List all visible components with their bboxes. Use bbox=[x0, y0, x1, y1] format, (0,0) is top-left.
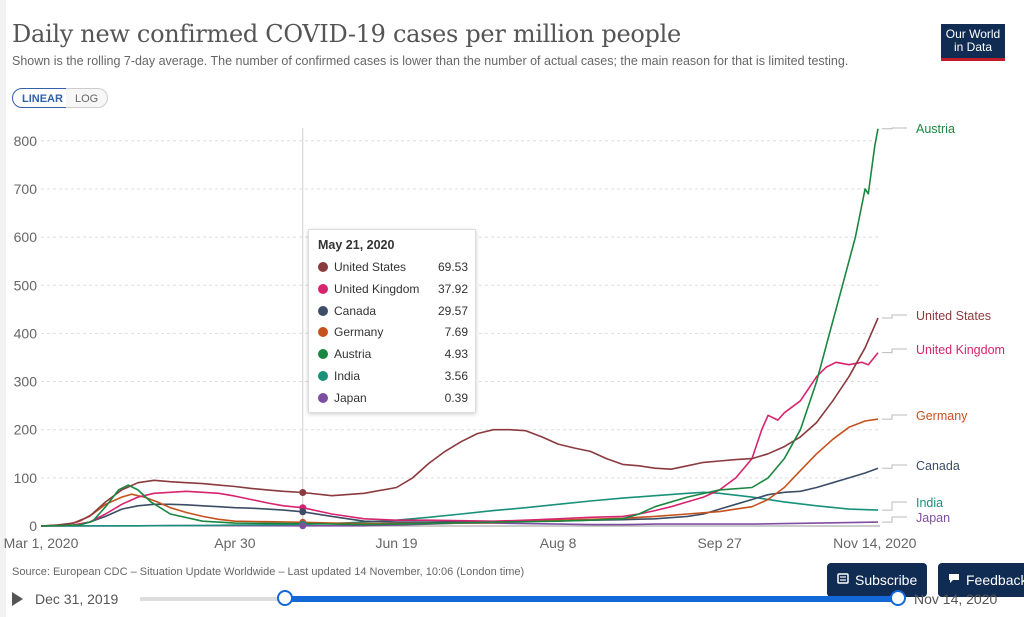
timeline-start-handle[interactable] bbox=[277, 590, 293, 606]
y-axis-tick-labels: 0 100 200 300 400 500 600 700 800 bbox=[14, 133, 38, 534]
tooltip-series-value: 4.93 bbox=[444, 347, 468, 362]
series-end-label: United Kingdom bbox=[916, 343, 1005, 357]
y-tick-label: 700 bbox=[14, 181, 38, 197]
our-world-in-data-logo[interactable]: Our World in Data bbox=[941, 24, 1005, 61]
log-scale-button[interactable]: LOG bbox=[66, 88, 109, 108]
grid-lines bbox=[41, 140, 880, 527]
hover-marker bbox=[299, 489, 307, 497]
series-line bbox=[40, 352, 879, 527]
series-line bbox=[40, 418, 879, 527]
timeline-selected-range[interactable] bbox=[284, 596, 898, 602]
label-connector bbox=[882, 414, 907, 420]
y-tick-label: 200 bbox=[14, 422, 38, 438]
series-end-label: Germany bbox=[916, 409, 968, 423]
tooltip-row: Canada 29.57 bbox=[318, 302, 468, 320]
series-end-label: United States bbox=[916, 309, 991, 323]
tooltip-series-name: United States bbox=[334, 260, 407, 274]
tooltip-series-value: 0.39 bbox=[444, 390, 468, 405]
timeline-end-date: Nov 14, 2020 bbox=[914, 591, 998, 607]
play-icon[interactable] bbox=[12, 592, 23, 606]
y-tick-label: 400 bbox=[14, 325, 38, 341]
tooltip-series-value: 69.53 bbox=[437, 260, 468, 274]
label-connector bbox=[882, 348, 907, 354]
label-connector bbox=[882, 127, 907, 130]
hover-tooltip: May 21, 2020 United States 69.53 United Ki… bbox=[308, 229, 476, 413]
series-end-label: Japan bbox=[916, 511, 950, 525]
hover-markers bbox=[299, 489, 307, 530]
tooltip-date: May 21, 2020 bbox=[318, 238, 395, 252]
tooltip-series-name: Canada bbox=[334, 303, 377, 318]
x-tick-label: Jun 19 bbox=[375, 535, 417, 551]
tooltip-series-name: Japan bbox=[334, 390, 367, 405]
timeline-end-handle[interactable] bbox=[890, 590, 906, 606]
logo-line-1: Our World bbox=[945, 27, 1001, 41]
chart-subtitle: Shown is the rolling 7-day average. The … bbox=[12, 54, 849, 68]
line-chart[interactable]: 0 100 200 300 400 500 600 700 800 Mar 1, 2020 Apr… bbox=[0, 0, 1024, 560]
y-tick-label: 500 bbox=[14, 277, 38, 293]
label-connector bbox=[882, 501, 907, 511]
series-end-label: Austria bbox=[916, 122, 955, 136]
newsletter-icon bbox=[837, 573, 849, 584]
series-line bbox=[40, 128, 879, 527]
hover-marker bbox=[299, 522, 307, 530]
y-tick-label: 600 bbox=[14, 229, 38, 245]
x-tick-label: Mar 1, 2020 bbox=[4, 535, 79, 551]
series-color-dot bbox=[318, 349, 328, 360]
x-tick-label: Apr 30 bbox=[214, 535, 255, 551]
feedback-label: Feedback bbox=[966, 572, 1024, 588]
left-frame-border bbox=[0, 0, 6, 617]
series-line bbox=[40, 317, 879, 527]
tooltip-row: Germany 7.69 bbox=[318, 323, 468, 341]
tooltip-series-name: Germany bbox=[334, 325, 384, 340]
source-note: Source: European CDC – Situation Update … bbox=[12, 566, 525, 578]
tooltip-series-name: United Kingdom bbox=[334, 281, 420, 296]
timeline-track[interactable] bbox=[140, 597, 284, 601]
hover-marker bbox=[299, 508, 307, 516]
x-axis-tick-labels: Mar 1, 2020 Apr 30 Jun 19 Aug 8 Sep 27 Nov 14… bbox=[4, 535, 917, 551]
label-connector bbox=[882, 314, 907, 319]
y-tick-label: 300 bbox=[14, 374, 38, 390]
tooltip-series-name: Austria bbox=[334, 347, 372, 362]
logo-accent-bar bbox=[941, 58, 1005, 61]
tooltip-series-value: 29.57 bbox=[437, 303, 468, 318]
series-color-dot bbox=[318, 327, 328, 338]
x-tick-label: Aug 8 bbox=[540, 535, 577, 551]
tooltip-row: India 3.56 bbox=[318, 367, 468, 385]
series-color-dot bbox=[318, 283, 328, 294]
series-color-dot bbox=[318, 392, 328, 403]
label-connector bbox=[882, 516, 907, 523]
x-tick-label: Nov 14, 2020 bbox=[833, 535, 916, 551]
tooltip-series-name: India bbox=[334, 369, 361, 383]
series-color-dot bbox=[318, 262, 328, 272]
tooltip-row: Austria 4.93 bbox=[318, 345, 468, 363]
series-end-label: India bbox=[916, 496, 943, 510]
y-tick-label: 100 bbox=[14, 470, 38, 486]
series-line bbox=[40, 491, 879, 527]
tooltip-series-value: 7.69 bbox=[444, 325, 468, 340]
label-connector bbox=[882, 464, 907, 469]
timeline-start-date: Dec 31, 2019 bbox=[35, 591, 119, 607]
speech-bubble-icon bbox=[949, 574, 959, 583]
tooltip-row: United States 69.53 bbox=[318, 258, 468, 276]
logo-line-2: in Data bbox=[953, 40, 993, 54]
y-tick-label: 0 bbox=[29, 518, 37, 534]
series-end-label: Canada bbox=[916, 459, 960, 473]
timeline-slider[interactable]: Dec 31, 2019 Nov 14, 2020 bbox=[0, 585, 1024, 617]
subscribe-label: Subscribe bbox=[855, 572, 918, 588]
y-tick-label: 800 bbox=[14, 133, 38, 149]
feedback-button[interactable]: Feedback bbox=[938, 563, 1024, 597]
x-tick-label: Sep 27 bbox=[697, 535, 742, 551]
chart-title: Daily new confirmed COVID-19 cases per m… bbox=[12, 20, 681, 48]
subscribe-button[interactable]: Subscribe bbox=[827, 563, 927, 597]
tooltip-row: United Kingdom 37.92 bbox=[318, 280, 468, 298]
tooltip-series-value: 3.56 bbox=[444, 369, 468, 383]
series-end-labels: Austria United States United Kingdom German… bbox=[882, 122, 1005, 525]
tooltip-series-value: 37.92 bbox=[437, 281, 468, 296]
series-lines bbox=[40, 128, 879, 527]
series-color-dot bbox=[318, 371, 328, 381]
tooltip-row: Japan 0.39 bbox=[318, 389, 468, 407]
series-color-dot bbox=[318, 305, 328, 316]
